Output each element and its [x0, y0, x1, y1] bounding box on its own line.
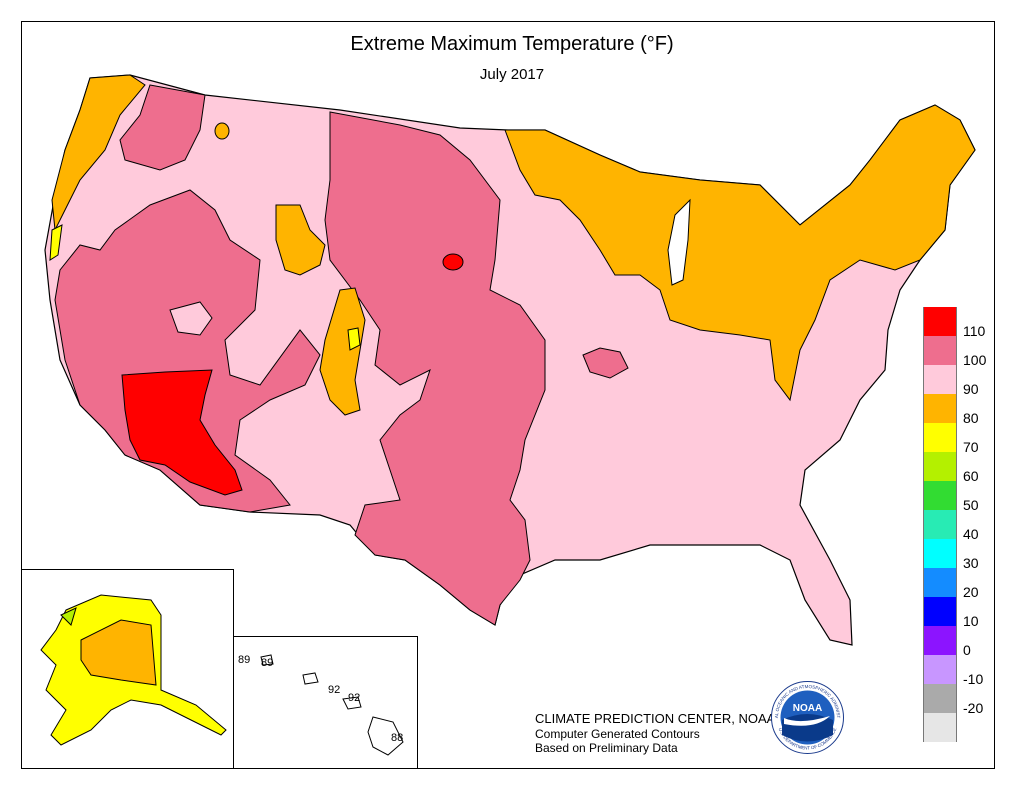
temperature-legend: 110 100 90 80 70 60 50 40 30 20 10 0 -10 -20 [923, 307, 993, 742]
region-70-coast [49, 224, 63, 261]
region-100-west [119, 84, 206, 171]
legend-label: -10 [963, 671, 984, 687]
legend-label: 10 [963, 613, 979, 629]
legend-swatch [923, 365, 957, 394]
legend-row: -10 [923, 655, 993, 687]
region-80-colorado [319, 287, 366, 416]
hawaii-inset: 89 89 92 92 88 [233, 636, 418, 769]
legend-label: 20 [963, 584, 979, 600]
region-110-nebraska [442, 253, 464, 271]
legend-row: 30 [923, 539, 993, 571]
legend-row [923, 713, 993, 742]
hawaii-kauai [260, 654, 274, 666]
region-100-nevada-inner [169, 301, 213, 336]
hawaii-label-4: 92 [348, 692, 361, 704]
credit-line-3: Based on Preliminary Data [535, 741, 678, 755]
region-110-desert [121, 369, 243, 496]
legend-row: 40 [923, 510, 993, 542]
hawaii-label-1: 89 [238, 654, 251, 666]
legend-row: 100 [923, 336, 993, 368]
alaska-inset [21, 569, 234, 769]
noaa-logo-text: NOAA [793, 703, 822, 714]
legend-swatch [923, 510, 957, 539]
map-frame [21, 21, 995, 769]
legend-row: 60 [923, 452, 993, 484]
credit-line-1: CLIMATE PREDICTION CENTER, NOAA [535, 711, 776, 726]
hawaii-maui [342, 696, 362, 710]
legend-row: 50 [923, 481, 993, 513]
hawaii-label-2: 89 [261, 657, 274, 669]
legend-label: 60 [963, 468, 979, 484]
region-100-southwest [54, 189, 321, 513]
map-title: Extreme Maximum Temperature (°F) [350, 33, 674, 55]
legend-row: 0 [923, 626, 993, 658]
legend-swatch [923, 597, 957, 626]
legend-swatch [923, 336, 957, 365]
legend-swatch [923, 481, 957, 510]
legend-swatch [923, 394, 957, 423]
legend-label: 70 [963, 439, 979, 455]
legend-label: 80 [963, 410, 979, 426]
region-80-montana [214, 122, 230, 140]
legend-label: 30 [963, 555, 979, 571]
legend-swatch [923, 655, 957, 684]
legend-label: 90 [963, 381, 979, 397]
hawaii-map [260, 654, 404, 756]
legend-label: 110 [963, 323, 986, 339]
hawaii-label-5: 88 [391, 732, 404, 744]
legend-swatch [923, 568, 957, 597]
legend-swatch [923, 713, 957, 742]
credit-line-2: Computer Generated Contours [535, 727, 700, 741]
legend-label: 50 [963, 497, 979, 513]
noaa-logo: NOAA NATIONAL OCEANIC AND ATMOSPHERIC AD… [768, 676, 845, 755]
alaska-region-80 [80, 619, 157, 686]
legend-row: 10 [923, 597, 993, 629]
legend-row: -20 [923, 684, 993, 716]
legend-row: 20 [923, 568, 993, 600]
alaska-map [40, 594, 227, 746]
region-80-idaho [275, 204, 326, 276]
legend-swatch [923, 423, 957, 452]
hawaii-big-island [367, 716, 404, 756]
legend-label: 100 [963, 352, 987, 368]
legend-label: 40 [963, 526, 979, 542]
region-70-colorado [347, 327, 361, 351]
legend-label: -20 [963, 700, 984, 716]
region-100-ozarks [582, 347, 629, 379]
legend-row: 110 [923, 307, 993, 339]
legend-swatch [923, 307, 957, 336]
hawaii-label-3: 92 [328, 684, 341, 696]
legend-row: 70 [923, 423, 993, 455]
legend-swatch [923, 452, 957, 481]
region-100-plains [324, 111, 546, 626]
legend-row: 90 [923, 365, 993, 397]
hawaii-oahu [302, 672, 319, 685]
region-80-pacific [51, 74, 146, 232]
legend-swatch [923, 684, 957, 713]
legend-row: 80 [923, 394, 993, 426]
legend-label: 0 [963, 642, 971, 658]
alaska-region-60 [60, 607, 77, 626]
map-subtitle: July 2017 [479, 66, 545, 83]
lake-michigan [667, 198, 691, 286]
legend-swatch [923, 539, 957, 568]
legend-swatch [923, 626, 957, 655]
region-80-northeast [504, 104, 976, 402]
